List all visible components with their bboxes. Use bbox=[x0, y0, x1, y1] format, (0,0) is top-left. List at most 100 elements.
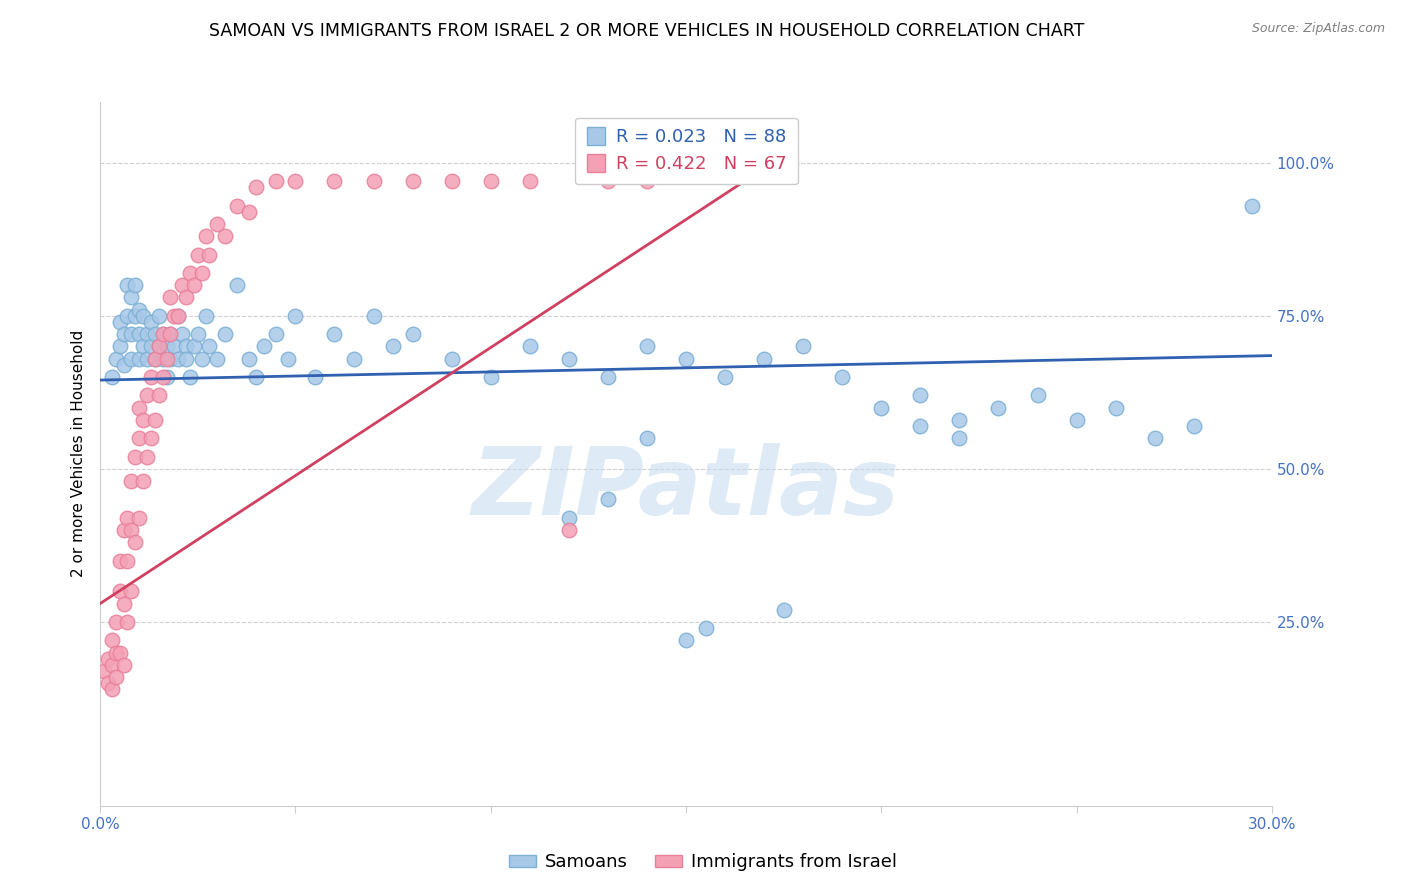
Point bbox=[124, 535, 146, 549]
Point bbox=[124, 278, 146, 293]
Point bbox=[152, 327, 174, 342]
Point bbox=[831, 370, 853, 384]
Point bbox=[93, 664, 115, 678]
Point bbox=[284, 174, 307, 188]
Text: ZIPatlas: ZIPatlas bbox=[472, 442, 900, 535]
Point bbox=[401, 327, 423, 342]
Point bbox=[479, 370, 502, 384]
Point bbox=[172, 327, 194, 342]
Point bbox=[159, 327, 181, 342]
Point bbox=[124, 309, 146, 323]
Point bbox=[245, 180, 267, 194]
Point bbox=[155, 370, 177, 384]
Point bbox=[190, 351, 212, 366]
Point bbox=[363, 309, 385, 323]
Point bbox=[174, 290, 197, 304]
Point bbox=[987, 401, 1010, 415]
Point bbox=[194, 309, 217, 323]
Point bbox=[117, 554, 139, 568]
Point bbox=[159, 290, 181, 304]
Point bbox=[132, 339, 155, 353]
Point bbox=[117, 309, 139, 323]
Point bbox=[519, 174, 541, 188]
Point bbox=[139, 339, 162, 353]
Point bbox=[108, 554, 131, 568]
Point bbox=[1182, 419, 1205, 434]
Point bbox=[120, 523, 142, 537]
Point bbox=[214, 327, 236, 342]
Point bbox=[225, 278, 247, 293]
Point bbox=[152, 370, 174, 384]
Point bbox=[101, 633, 124, 648]
Point bbox=[108, 646, 131, 660]
Point bbox=[179, 370, 201, 384]
Point bbox=[167, 309, 190, 323]
Point bbox=[214, 229, 236, 244]
Point bbox=[139, 431, 162, 445]
Point bbox=[264, 327, 287, 342]
Point bbox=[323, 327, 346, 342]
Point bbox=[136, 327, 159, 342]
Text: SAMOAN VS IMMIGRANTS FROM ISRAEL 2 OR MORE VEHICLES IN HOUSEHOLD CORRELATION CHA: SAMOAN VS IMMIGRANTS FROM ISRAEL 2 OR MO… bbox=[209, 22, 1084, 40]
Point bbox=[596, 174, 619, 188]
Point bbox=[636, 431, 658, 445]
Point bbox=[264, 174, 287, 188]
Point bbox=[695, 621, 717, 635]
Point bbox=[120, 474, 142, 488]
Point bbox=[112, 597, 135, 611]
Point bbox=[136, 351, 159, 366]
Point bbox=[1066, 413, 1088, 427]
Point bbox=[104, 351, 127, 366]
Point bbox=[752, 351, 775, 366]
Point bbox=[183, 278, 205, 293]
Point bbox=[187, 327, 209, 342]
Point bbox=[112, 358, 135, 372]
Point bbox=[198, 339, 221, 353]
Point bbox=[596, 492, 619, 507]
Point bbox=[155, 339, 177, 353]
Point bbox=[558, 351, 581, 366]
Point bbox=[304, 370, 326, 384]
Point bbox=[225, 198, 247, 212]
Point bbox=[596, 370, 619, 384]
Point bbox=[124, 450, 146, 464]
Point bbox=[1026, 388, 1049, 402]
Point bbox=[363, 174, 385, 188]
Point bbox=[143, 413, 166, 427]
Point bbox=[128, 511, 150, 525]
Point bbox=[97, 651, 120, 665]
Point bbox=[155, 351, 177, 366]
Point bbox=[148, 388, 170, 402]
Point bbox=[382, 339, 405, 353]
Point bbox=[558, 511, 581, 525]
Point bbox=[207, 351, 229, 366]
Point bbox=[108, 315, 131, 329]
Text: Source: ZipAtlas.com: Source: ZipAtlas.com bbox=[1251, 22, 1385, 36]
Point bbox=[143, 327, 166, 342]
Point bbox=[519, 339, 541, 353]
Point bbox=[104, 646, 127, 660]
Point bbox=[132, 474, 155, 488]
Point bbox=[128, 401, 150, 415]
Point bbox=[163, 339, 186, 353]
Point bbox=[675, 351, 697, 366]
Point bbox=[97, 676, 120, 690]
Point bbox=[112, 327, 135, 342]
Point bbox=[132, 413, 155, 427]
Point bbox=[117, 615, 139, 629]
Point bbox=[148, 339, 170, 353]
Point bbox=[117, 511, 139, 525]
Point bbox=[108, 339, 131, 353]
Point bbox=[187, 247, 209, 261]
Point bbox=[558, 523, 581, 537]
Point bbox=[714, 370, 737, 384]
Point bbox=[207, 217, 229, 231]
Point bbox=[194, 229, 217, 244]
Point bbox=[104, 670, 127, 684]
Point bbox=[143, 351, 166, 366]
Point bbox=[139, 370, 162, 384]
Point bbox=[636, 339, 658, 353]
Point bbox=[343, 351, 366, 366]
Y-axis label: 2 or more Vehicles in Household: 2 or more Vehicles in Household bbox=[72, 330, 86, 577]
Legend: Samoans, Immigrants from Israel: Samoans, Immigrants from Israel bbox=[502, 847, 904, 879]
